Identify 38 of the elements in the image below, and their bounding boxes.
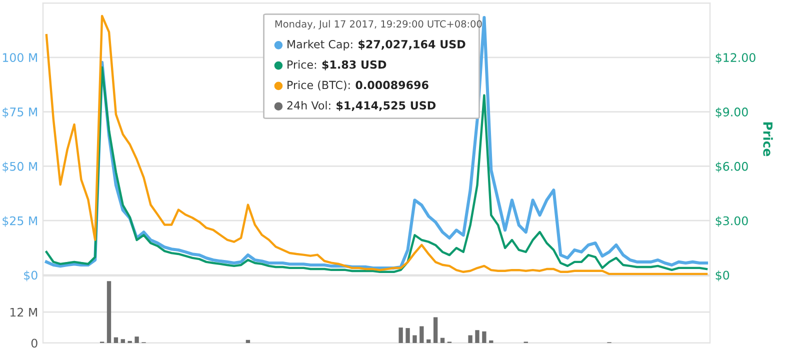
bar — [398, 328, 403, 343]
bar — [440, 338, 445, 343]
annotation: $27,027,164 USD — [358, 40, 466, 50]
annotation: $1.83 USD — [322, 60, 386, 70]
bar — [246, 340, 250, 343]
y2-tick-label: $0 — [716, 270, 730, 282]
bar — [412, 335, 417, 343]
annotation: $1,414,525 USD — [336, 100, 436, 112]
bar — [426, 339, 431, 343]
bar — [433, 317, 438, 343]
y-tick-label: $50 M — [2, 162, 37, 172]
legend-title: Monday, Jul 17 2017, 19:29:00 UTC+08:00 — [275, 20, 482, 30]
bar — [106, 281, 112, 343]
legend-label: Market Cap: — [288, 40, 352, 51]
bar — [406, 328, 410, 343]
legend-label: Price (BTC): — [288, 80, 350, 90]
legend-label: Price: — [288, 60, 316, 69]
annotation: 0.00089696 — [356, 80, 428, 90]
y-tick-label: 0 — [31, 338, 38, 348]
y-tick-label: 100 M — [2, 53, 37, 62]
bar — [475, 330, 480, 343]
y2-tick-label: $9.00 — [716, 107, 748, 118]
y2-tick-label: $12.00 — [716, 52, 756, 64]
bar — [134, 336, 139, 343]
y2-tick-label: $3.00 — [716, 216, 748, 227]
bar — [420, 326, 424, 343]
bar — [114, 337, 118, 343]
bar — [468, 335, 472, 343]
y-tick-label: $75 M — [2, 107, 37, 118]
y2-tick-label: $6.00 — [716, 162, 748, 172]
y2-axis-title: Price — [763, 122, 773, 156]
y-tick-label: $25 M — [2, 216, 37, 227]
bar — [489, 340, 494, 343]
legend-label: 24h Vol: — [287, 100, 330, 110]
bar — [482, 331, 486, 343]
y-tick-label: 12 M — [10, 308, 37, 317]
bar — [120, 339, 125, 343]
y-tick-label: $0 — [24, 270, 38, 282]
